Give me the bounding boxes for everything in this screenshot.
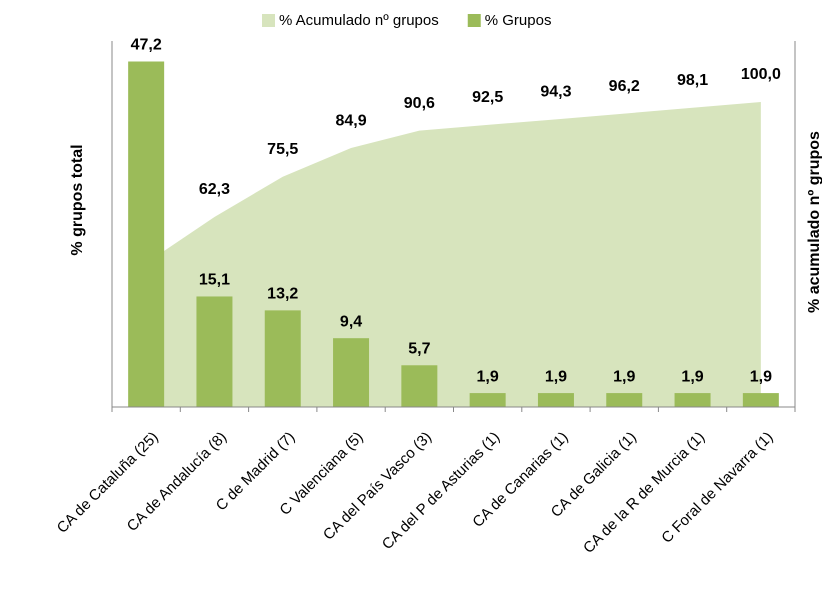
area-label: 100,0 (741, 66, 781, 83)
bar-label: 1,9 (545, 368, 567, 385)
area-label: 75,5 (267, 141, 298, 158)
bar (333, 338, 370, 407)
legend-label: % Acumulado nº grupos (279, 12, 439, 29)
bar-label: 5,7 (408, 340, 430, 357)
area-label: 84,9 (335, 112, 366, 129)
bar (401, 365, 438, 407)
bar-label: 47,2 (131, 37, 162, 54)
legend-label: % Grupos (485, 12, 552, 29)
x-tick-label: C Foral de Navarra (1) (658, 429, 776, 547)
y-axis-label: % grupos total (69, 144, 86, 255)
y2-axis-label: % acumulado nº grupos (806, 131, 822, 313)
bar (196, 296, 233, 407)
legend-swatch (467, 14, 481, 27)
area-label: 96,2 (609, 78, 640, 95)
bar-label: 15,1 (199, 272, 230, 289)
x-tick-label: CA de la R de Murcia (1) (580, 429, 708, 557)
bar-label: 1,9 (613, 368, 635, 385)
bar-label: 1,9 (477, 368, 499, 385)
bar (537, 393, 574, 407)
bar-label: 1,9 (750, 368, 772, 385)
x-tick-label: CA del P de Asturias (1) (379, 429, 503, 553)
bar (469, 393, 506, 407)
area-label: 92,5 (472, 89, 503, 106)
bar (674, 393, 711, 407)
bar-label: 9,4 (340, 313, 362, 330)
legend-swatch (262, 14, 275, 27)
area (146, 102, 761, 407)
area-label: 62,3 (199, 181, 230, 198)
bar (264, 310, 301, 407)
bar (606, 393, 643, 407)
area-label: 94,3 (540, 84, 571, 101)
bar-label: 1,9 (681, 368, 703, 385)
area-label: 90,6 (404, 95, 435, 112)
bar (128, 61, 165, 407)
bar-label: 13,2 (267, 286, 298, 303)
bar (742, 393, 779, 407)
area-label: 98,1 (677, 72, 708, 89)
